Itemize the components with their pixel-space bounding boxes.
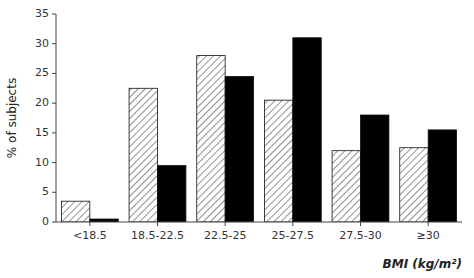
chart-svg: 0 5 10 15 20 25 30 35 <18.5 18.5-22.5 22.5-25 25-27… bbox=[0, 0, 474, 278]
y-tick bbox=[52, 192, 56, 193]
bar bbox=[225, 76, 253, 222]
x-tick-label: 27.5-30 bbox=[339, 229, 381, 242]
x-tick-label: 22.5-25 bbox=[204, 229, 246, 242]
bar-group bbox=[129, 88, 157, 222]
bars bbox=[61, 38, 456, 222]
bar bbox=[61, 201, 89, 222]
bar-hatch bbox=[197, 56, 225, 222]
bar-group bbox=[197, 56, 225, 222]
x-axis-label: BMI (kg/m²) bbox=[383, 257, 462, 271]
bar-group bbox=[428, 130, 456, 222]
bar bbox=[293, 38, 321, 222]
x-tick-label: <18.5 bbox=[73, 229, 107, 242]
y-tick-label: 35 bbox=[35, 7, 49, 20]
y-tick bbox=[52, 43, 56, 44]
y-tick-label: 25 bbox=[35, 66, 49, 79]
y-tick-label: 5 bbox=[42, 185, 49, 198]
bar bbox=[158, 166, 186, 222]
y-axis-label: % of subjects bbox=[5, 78, 19, 158]
y-tick bbox=[52, 103, 56, 104]
y-tick-label: 20 bbox=[35, 96, 49, 109]
x-tick-label: ≥30 bbox=[417, 229, 440, 242]
bar-group bbox=[158, 166, 186, 222]
bar bbox=[264, 100, 292, 222]
y-tick-label: 30 bbox=[35, 37, 49, 50]
x-tick-label: 25-27.5 bbox=[272, 229, 314, 242]
bar-group bbox=[264, 100, 292, 222]
x-tick bbox=[428, 222, 429, 226]
bar-group bbox=[61, 201, 89, 222]
y-tick-label: 15 bbox=[35, 126, 49, 139]
bar-hatch bbox=[61, 201, 89, 222]
y-tick bbox=[52, 14, 56, 15]
x-axis: <18.5 18.5-22.5 22.5-25 25-27.5 27.5-30 ≥30 bbox=[73, 222, 440, 242]
x-tick bbox=[225, 222, 226, 226]
bar-group bbox=[332, 151, 360, 222]
y-tick bbox=[52, 162, 56, 163]
x-tick-label: 18.5-22.5 bbox=[131, 229, 184, 242]
bar-hatch bbox=[129, 88, 157, 222]
bar bbox=[361, 115, 389, 222]
bar bbox=[332, 151, 360, 222]
y-axis-line bbox=[56, 14, 57, 222]
x-tick bbox=[89, 222, 90, 226]
bar-hatch bbox=[400, 148, 428, 222]
bar bbox=[400, 148, 428, 222]
y-tick bbox=[52, 132, 56, 133]
y-tick-label: 10 bbox=[35, 156, 49, 169]
bar bbox=[428, 130, 456, 222]
bar-hatch bbox=[264, 100, 292, 222]
y-tick-label: 0 bbox=[42, 215, 49, 228]
bar-group bbox=[400, 148, 428, 222]
y-tick bbox=[52, 73, 56, 74]
bar-group bbox=[293, 38, 321, 222]
bar bbox=[129, 88, 157, 222]
y-axis: 0 5 10 15 20 25 30 35 bbox=[35, 7, 56, 228]
y-tick bbox=[52, 222, 56, 223]
bar-hatch bbox=[332, 151, 360, 222]
bar-group bbox=[361, 115, 389, 222]
bar bbox=[197, 56, 225, 222]
x-tick bbox=[360, 222, 361, 226]
bar-group bbox=[225, 76, 253, 222]
chart-container: 0 5 10 15 20 25 30 35 <18.5 18.5-22.5 22.5-25 25-27… bbox=[0, 0, 474, 278]
x-tick bbox=[157, 222, 158, 226]
x-tick bbox=[292, 222, 293, 226]
x-axis-line bbox=[56, 222, 462, 223]
